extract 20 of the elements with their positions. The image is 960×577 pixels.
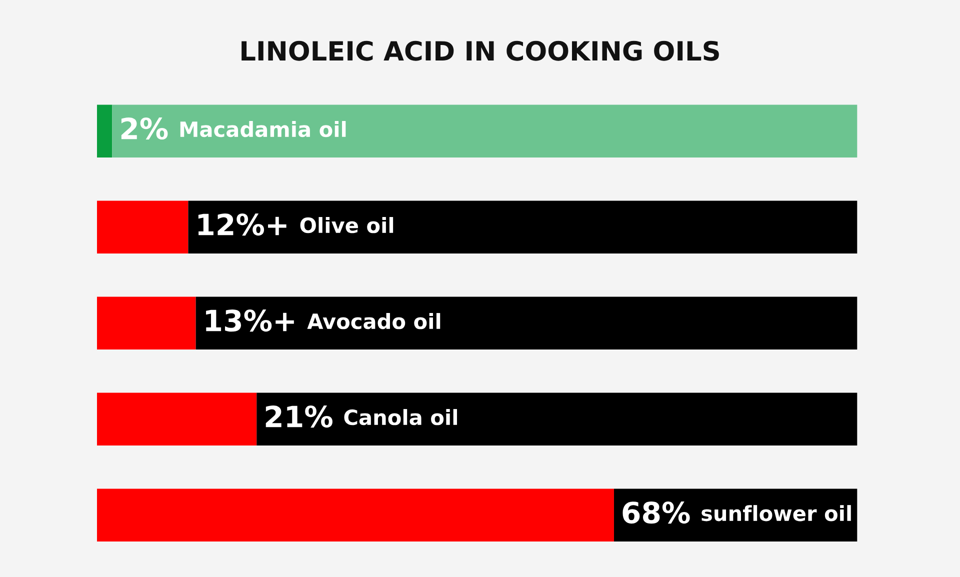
- data-label: 12%+: [198, 214, 286, 236]
- data-label: 68%: [622, 502, 690, 524]
- y-tick-label: Olive oil: [300, 217, 394, 234]
- bar: [256, 392, 858, 446]
- data-label: 13%+: [206, 310, 294, 332]
- bar: [196, 296, 858, 350]
- y-tick-label: sunflower oil: [702, 505, 851, 522]
- data-label: 2%: [121, 117, 168, 140]
- chart-title: LINOLEIC ACID IN COOKING OILS: [242, 40, 719, 61]
- bar: [96, 392, 257, 446]
- data-label: 21%: [266, 406, 332, 428]
- y-tick-label: Macadamia oil: [180, 121, 346, 138]
- bar: [96, 104, 112, 158]
- bar: [112, 104, 858, 158]
- bar: [96, 488, 614, 542]
- bar: [188, 200, 858, 254]
- bar: [96, 200, 188, 254]
- bar: [96, 296, 196, 350]
- y-tick-label: Avocado oil: [307, 313, 440, 330]
- y-tick-label: Canola oil: [344, 409, 457, 426]
